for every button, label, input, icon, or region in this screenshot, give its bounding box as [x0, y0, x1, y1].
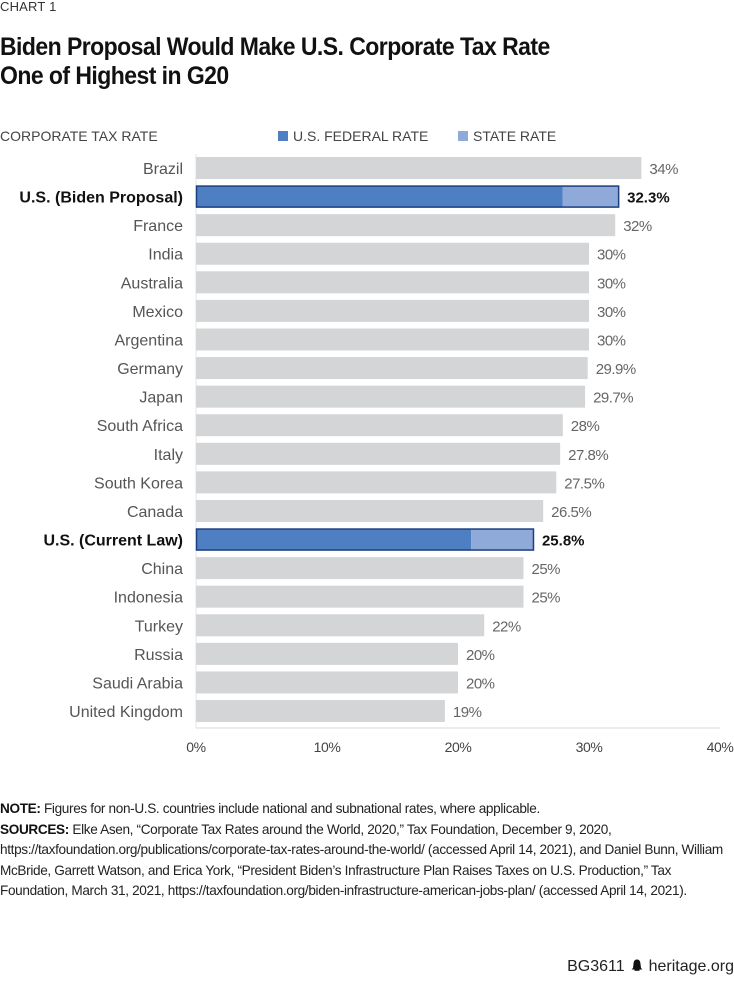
data-label: 25%: [532, 590, 561, 607]
data-label: 34%: [649, 161, 678, 178]
chart-kicker: CHART 1: [0, 0, 57, 14]
legend-state: STATE RATE: [458, 128, 556, 144]
category-label: Australia: [121, 275, 183, 292]
note: NOTE: Figures for non-U.S. countries inc…: [0, 799, 734, 820]
category-label: South Africa: [97, 418, 183, 435]
category-label: France: [133, 218, 183, 235]
bar: [196, 414, 563, 437]
category-label: United Kingdom: [69, 704, 183, 721]
bar-state: [562, 185, 620, 208]
category-label: Germany: [117, 361, 183, 378]
bar: [196, 328, 589, 351]
x-tick-label: 0%: [186, 739, 205, 755]
footer: BG3611 heritage.org: [567, 958, 734, 976]
category-label: U.S. (Biden Proposal): [19, 190, 183, 207]
data-label: 27.5%: [564, 475, 604, 492]
legend-swatch-federal: [278, 131, 288, 141]
category-label: Italy: [154, 447, 183, 464]
bar-federal: [196, 528, 472, 551]
category-label: China: [141, 561, 183, 578]
category-label: U.S. (Current Law): [43, 533, 183, 550]
data-label: 28%: [571, 418, 600, 435]
data-label: 19%: [453, 704, 482, 721]
category-label: India: [148, 247, 183, 264]
category-label: South Korea: [94, 475, 183, 492]
y-axis-label: CORPORATE TAX RATE: [0, 128, 158, 144]
category-label: Saudi Arabia: [92, 675, 183, 692]
notes-section: NOTE: Figures for non-U.S. countries inc…: [0, 799, 734, 902]
legend-label-state: STATE RATE: [473, 128, 557, 144]
bar: [196, 671, 458, 694]
legend-swatch-state: [458, 131, 468, 141]
report-id: BG3611: [567, 958, 625, 975]
note-text: Figures for non-U.S. countries include n…: [40, 801, 540, 816]
category-label: Japan: [139, 390, 183, 407]
bar: [196, 242, 589, 265]
data-label: 30%: [597, 332, 626, 349]
sources-label: SOURCES:: [0, 821, 69, 837]
bar-state: [471, 528, 534, 551]
data-label: 32.3%: [627, 190, 670, 207]
data-label: 29.9%: [596, 361, 636, 378]
data-label: 30%: [597, 304, 626, 321]
category-label: Brazil: [143, 161, 183, 178]
data-label: 25%: [532, 561, 561, 578]
chart-title: Biden Proposal Would Make U.S. Corporate…: [0, 33, 699, 91]
bar: [196, 700, 445, 723]
category-label: Turkey: [135, 618, 183, 635]
legend: U.S. FEDERAL RATE: [278, 128, 428, 144]
x-tick-label: 40%: [707, 739, 734, 755]
x-tick-label: 10%: [314, 739, 341, 755]
data-label: 27.8%: [568, 447, 608, 464]
data-label: 22%: [492, 618, 521, 635]
bar: [196, 614, 485, 637]
category-label: Indonesia: [114, 590, 183, 607]
chart-title-line-2: One of Highest in G20: [0, 62, 229, 90]
x-tick-label: 30%: [576, 739, 603, 755]
bar: [196, 385, 586, 408]
bar: [196, 442, 561, 465]
chart-title-line-1: Biden Proposal Would Make U.S. Corporate…: [0, 33, 550, 61]
category-label: Canada: [127, 504, 183, 521]
category-label: Russia: [134, 647, 183, 664]
bar-outline: [195, 528, 535, 551]
category-label: Argentina: [115, 332, 184, 349]
data-label: 30%: [597, 247, 626, 264]
bar-federal: [196, 185, 563, 208]
bar: [196, 271, 589, 294]
site-link[interactable]: heritage.org: [648, 958, 734, 975]
sources: SOURCES: Elke Asen, “Corporate Tax Rates…: [0, 820, 734, 902]
bar: [196, 585, 524, 608]
liberty-bell-icon: [631, 958, 643, 976]
bar: [196, 642, 458, 665]
data-label: 32%: [623, 218, 652, 235]
data-label: 29.7%: [593, 390, 633, 407]
bar: [196, 357, 588, 380]
bar: [196, 471, 557, 494]
bar-outline: [195, 185, 620, 208]
bar-chart: Brazil 34% U.S. (Biden Proposal) 32.3% Franc…: [19, 154, 734, 755]
legend-label-federal: U.S. FEDERAL RATE: [293, 128, 429, 144]
bar: [196, 214, 616, 237]
note-label: NOTE:: [0, 801, 41, 816]
x-tick-label: 20%: [445, 739, 472, 755]
data-label: 26.5%: [551, 504, 591, 521]
bar: [196, 299, 589, 322]
bar: [196, 157, 642, 179]
sources-text: Elke Asen, “Corporate Tax Rates around t…: [0, 821, 723, 899]
data-label: 25.8%: [542, 533, 585, 550]
bar: [196, 557, 524, 580]
category-label: Mexico: [132, 304, 183, 321]
bar: [196, 499, 544, 522]
data-label: 30%: [597, 275, 626, 292]
data-label: 20%: [466, 647, 495, 664]
data-label: 20%: [466, 675, 495, 692]
